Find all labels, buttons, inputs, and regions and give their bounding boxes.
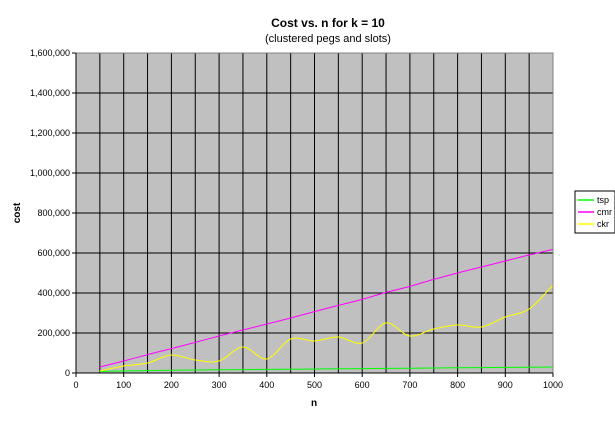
legend-label-ckr: ckr bbox=[597, 219, 609, 229]
y-tick-label: 200,000 bbox=[37, 328, 70, 338]
x-tick-label: 200 bbox=[164, 380, 179, 390]
y-tick-label: 1,000,000 bbox=[30, 168, 70, 178]
x-tick-label: 0 bbox=[73, 380, 78, 390]
x-tick-label: 700 bbox=[402, 380, 417, 390]
x-axis-label: n bbox=[311, 398, 317, 409]
x-tick-label: 1000 bbox=[543, 380, 563, 390]
grid bbox=[76, 52, 553, 373]
y-tick-label: 1,200,000 bbox=[30, 128, 70, 138]
y-tick-label: 400,000 bbox=[37, 288, 70, 298]
legend: tsp cmr ckr bbox=[574, 190, 615, 234]
x-tick-label: 100 bbox=[116, 380, 131, 390]
y-tick-label: 1,600,000 bbox=[30, 48, 70, 58]
x-tick-label: 900 bbox=[498, 380, 513, 390]
x-tick-label: 300 bbox=[212, 380, 227, 390]
series-line-ckr bbox=[99, 284, 554, 372]
y-tick-label: 600,000 bbox=[37, 248, 70, 258]
y-axis-label: cost bbox=[12, 202, 23, 223]
x-tick-label: 600 bbox=[355, 380, 370, 390]
x-tick-label: 800 bbox=[450, 380, 465, 390]
x-tick-label: 400 bbox=[259, 380, 274, 390]
legend-label-cmr: cmr bbox=[597, 207, 612, 217]
chart-subtitle: (clustered pegs and slots) bbox=[265, 33, 391, 45]
legend-label-tsp: tsp bbox=[597, 195, 609, 205]
y-tick-label: 0 bbox=[65, 368, 70, 378]
series-line-cmr bbox=[99, 248, 554, 368]
series-group bbox=[99, 248, 554, 372]
chart-title: Cost vs. n for k = 10 bbox=[271, 16, 385, 30]
series-line-tsp bbox=[99, 366, 554, 372]
tick-labels: 0 200,000 400,000 600,000 800,000 1,000,000 1,… bbox=[30, 48, 563, 390]
x-tick-label: 500 bbox=[307, 380, 322, 390]
y-tick-label: 800,000 bbox=[37, 208, 70, 218]
y-tick-label: 1,400,000 bbox=[30, 88, 70, 98]
axes bbox=[72, 52, 554, 377]
